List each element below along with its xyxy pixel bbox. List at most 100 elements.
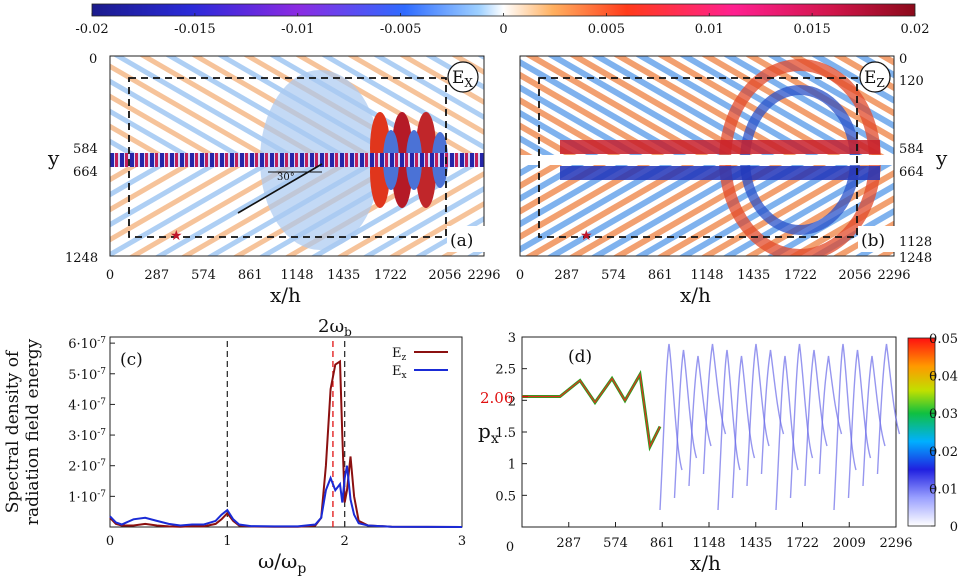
panel-c-legend: Ez Ex bbox=[392, 346, 448, 381]
panel-d-phase-loop bbox=[804, 349, 828, 487]
panel-d-xtick-label: 1148 bbox=[692, 536, 725, 551]
panel-a-xlabel: x/h bbox=[270, 283, 301, 307]
panel-b-xtick-label: 1148 bbox=[690, 268, 723, 283]
panel-d-colorbar-tick-label: 0 bbox=[950, 520, 958, 535]
panel-d-phase-loop bbox=[818, 355, 843, 475]
panel-b-xtick-label: 574 bbox=[601, 268, 626, 283]
panel-b-xtick-label: 2056 bbox=[838, 268, 871, 283]
panel-d-phase-loop bbox=[702, 343, 727, 475]
panel-b-ytick-1128: 1128 bbox=[899, 235, 932, 250]
panel-c-ytick-label: 4·10-7 bbox=[68, 397, 106, 413]
panel-d-marker-value: 2.06 bbox=[480, 389, 513, 407]
panel-b-yticks: 0 120 584 664 1128 1248 bbox=[899, 52, 932, 266]
panel-c-frame bbox=[109, 336, 463, 528]
panel-a-star: ★ bbox=[170, 228, 183, 244]
panel-d-phase-loop bbox=[862, 355, 886, 487]
panel-c-xtick-label: 2 bbox=[341, 534, 349, 549]
panel-c-xtick-label: 0 bbox=[106, 534, 114, 549]
legend-label-ez: Ez bbox=[392, 346, 407, 363]
panel-d-xtick-label: 1435 bbox=[739, 536, 772, 551]
panel-d-tag: (d) bbox=[568, 347, 592, 367]
panel-c-ytick-label: 5·10-7 bbox=[68, 367, 106, 383]
panel-a-ylabel: y bbox=[47, 146, 60, 170]
top-colorbar-tick-label: -0.005 bbox=[380, 22, 422, 37]
panel-a-frame bbox=[109, 55, 485, 257]
panel-d-colorbar-tick-label: 0.04 bbox=[929, 370, 958, 385]
panel-d-ytick-label: 2.5 bbox=[495, 363, 516, 378]
panel-a-xtick-label: 1722 bbox=[374, 268, 407, 283]
panel-d-phase-loop bbox=[760, 349, 785, 475]
panel-d-phase-loop bbox=[775, 355, 799, 511]
panel-b-ylabel: y bbox=[935, 146, 948, 170]
panel-a-xtick-label: 2056 bbox=[428, 268, 461, 283]
top-colorbar-tick-label: -0.01 bbox=[281, 22, 314, 37]
panel-b-xtick-label: 1722 bbox=[784, 268, 817, 283]
panel-b-tag: (b) bbox=[861, 231, 885, 251]
panel-d-colorbar bbox=[907, 337, 936, 527]
panel-a-dashed-box bbox=[128, 77, 447, 238]
panel-a-xtick-label: 1148 bbox=[280, 268, 313, 283]
panel-d-phase-loop bbox=[847, 349, 872, 499]
panel-d-ytick-label: 3 bbox=[508, 331, 516, 346]
panel-d-phase-loop bbox=[746, 343, 770, 487]
panel-d-origin-label: 0 bbox=[506, 540, 514, 555]
panel-d-xtick-label: 2296 bbox=[879, 536, 912, 551]
panel-c-ytick-label: 6·10-7 bbox=[68, 336, 106, 352]
panel-b-badge bbox=[859, 61, 891, 93]
panel-d-phase-loop bbox=[789, 343, 814, 499]
panel-b-wake-lobes bbox=[560, 140, 880, 180]
panel-b-xtick-label: 861 bbox=[648, 268, 673, 283]
panel-b-xtick-label: 1435 bbox=[737, 268, 770, 283]
panel-b-dashed-box bbox=[538, 77, 858, 238]
panel-c-ylabel-2: radiation field energy bbox=[23, 338, 43, 525]
panel-d-plot: 287 574 861 1148 1435 1722 2009 2296 0 0.5 1 1.5 2 2.… bbox=[495, 331, 912, 555]
panel-c-title: 2ωb bbox=[318, 316, 352, 339]
panel-b-beam bbox=[520, 155, 894, 165]
top-colorbar-tick-label: 0.01 bbox=[695, 22, 724, 37]
panel-c-xtick-label: 1 bbox=[223, 534, 231, 549]
panel-a-ytick-664: 664 bbox=[73, 165, 98, 180]
panel-a-xtick-label: 0 bbox=[106, 268, 114, 283]
panel-a-xtick-label: 287 bbox=[144, 268, 169, 283]
panel-a-xtick-label: 2296 bbox=[467, 268, 500, 283]
top-colorbar-tick-label: -0.015 bbox=[174, 22, 216, 37]
top-colorbar-tick-label: 0.005 bbox=[588, 22, 625, 37]
panel-d-phase-loop bbox=[688, 355, 712, 487]
panel-d-xlabel: x/h bbox=[690, 551, 721, 575]
panel-b-xlabel: x/h bbox=[680, 283, 711, 307]
panel-d-ytick-label: 0.5 bbox=[495, 489, 516, 504]
panel-d-xtick-label: 287 bbox=[556, 536, 581, 551]
panel-c-ytick-label: 3·10-7 bbox=[68, 428, 106, 444]
panel-b-xtick-label: 2296 bbox=[877, 268, 910, 283]
panel-d-ytick-label: 2 bbox=[508, 394, 516, 409]
legend-label-ex: Ex bbox=[392, 364, 407, 381]
series-ez-line bbox=[109, 359, 463, 528]
panel-a-badge-label: EX bbox=[452, 68, 473, 90]
panel-b-ytick-664: 664 bbox=[899, 165, 924, 180]
panel-d-phase-loop bbox=[876, 343, 901, 475]
panel-b-ytick-584: 584 bbox=[899, 142, 924, 157]
panel-d-beam-core bbox=[522, 372, 661, 449]
panel-c-xlabel: ω/ωp bbox=[258, 549, 306, 577]
panel-d-colorbar-tick-label: 0.05 bbox=[929, 332, 958, 347]
top-colorbar-ticks: -0.02 -0.015 -0.01 -0.005 0 0.005 0.01 0.015 0.0… bbox=[75, 13, 929, 37]
panel-a-xtick-label: 861 bbox=[238, 268, 263, 283]
panel-d-ylabel: px bbox=[478, 419, 499, 447]
panel-d-ytick-label: 1 bbox=[508, 458, 516, 473]
panel-a-xtick-label: 1435 bbox=[327, 268, 360, 283]
panel-d-colorbar-ticks: 0 0.01 0.02 0.03 0.04 0.05 bbox=[929, 332, 958, 535]
panel-c-ytick-label: 1·10-7 bbox=[68, 489, 106, 505]
panel-b-xticks: 0 287 574 861 1148 1435 1722 2056 2296 bbox=[516, 268, 911, 283]
panel-a-xticks: 0 287 574 861 1148 1435 1722 2056 2296 bbox=[106, 268, 501, 283]
panel-a-yticks: 0 584 664 1248 bbox=[65, 52, 98, 266]
panel-b: ★ EZ (b) y x/h 0 287 574 861 1148 1435 1722 205… bbox=[516, 52, 948, 307]
panel-b-star: ★ bbox=[580, 228, 593, 244]
panel-d-xtick-label: 1722 bbox=[786, 536, 819, 551]
panel-b-xtick-label: 0 bbox=[516, 268, 524, 283]
panel-b-ytick-0: 0 bbox=[899, 52, 907, 67]
panel-d-colorbar-tick-label: 0.02 bbox=[929, 445, 958, 460]
panel-a-tag-bg bbox=[447, 226, 485, 252]
panel-a-tag: (a) bbox=[450, 231, 473, 251]
panel-a: 30° ★ EX (a) y x/h 0 287 574 861 1148 1435 172… bbox=[47, 52, 501, 307]
